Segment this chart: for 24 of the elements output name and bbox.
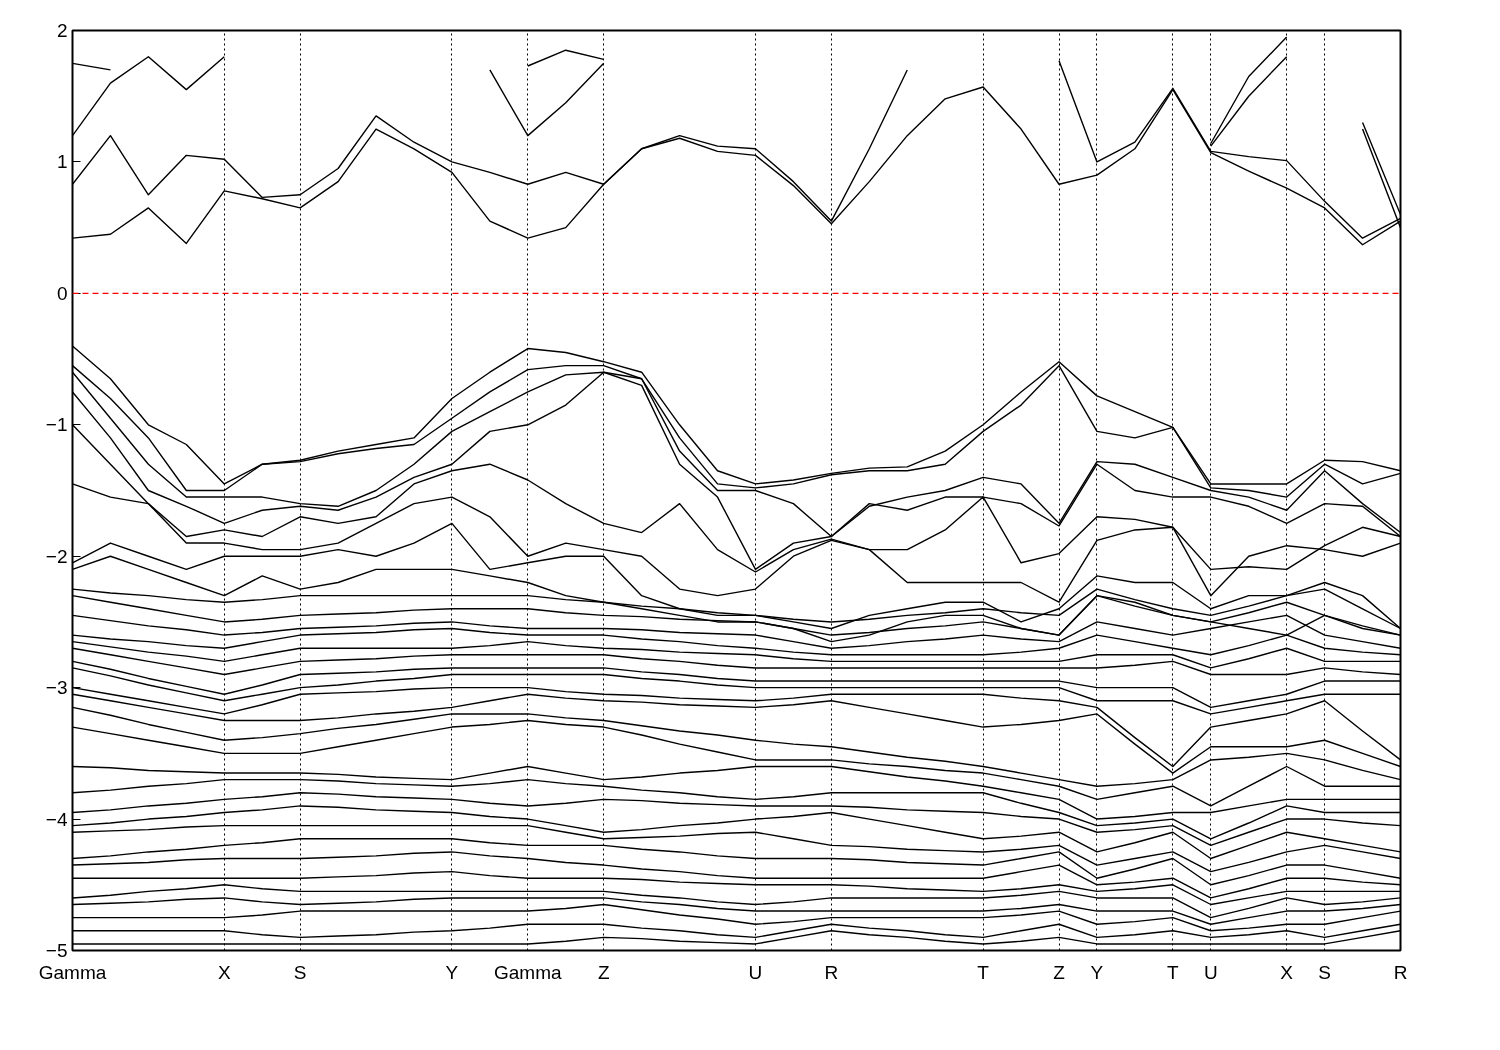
x-tick-label: T [977,961,990,983]
y-tick-label: −1 [45,414,68,436]
y-tick-label: 0 [56,282,68,304]
x-tick-label: U [748,961,763,983]
x-tick-label: U [1203,961,1218,983]
y-tick-label: 2 [56,20,68,41]
x-tick-label: Y [1090,961,1104,983]
y-tick-label: 1 [56,151,68,173]
x-tick-label: R [1393,961,1408,983]
x-tick-label: S [1318,961,1331,983]
x-tick-label: Z [1053,961,1066,983]
y-tick-label: −2 [45,545,68,567]
x-tick-label: Z [597,961,610,983]
y-tick-label: −4 [45,808,68,830]
x-tick-label: R [824,961,839,983]
x-tick-label: Gamma [494,961,563,983]
x-tick-label: Y [445,961,459,983]
x-tick-label: X [217,961,231,983]
x-tick-label: S [293,961,307,983]
x-tick-label: Gamma [38,961,107,983]
x-tick-label: X [1280,961,1294,983]
x-tick-label: T [1167,961,1180,983]
y-tick-label: −5 [45,940,68,961]
y-tick-label: −3 [45,677,68,699]
